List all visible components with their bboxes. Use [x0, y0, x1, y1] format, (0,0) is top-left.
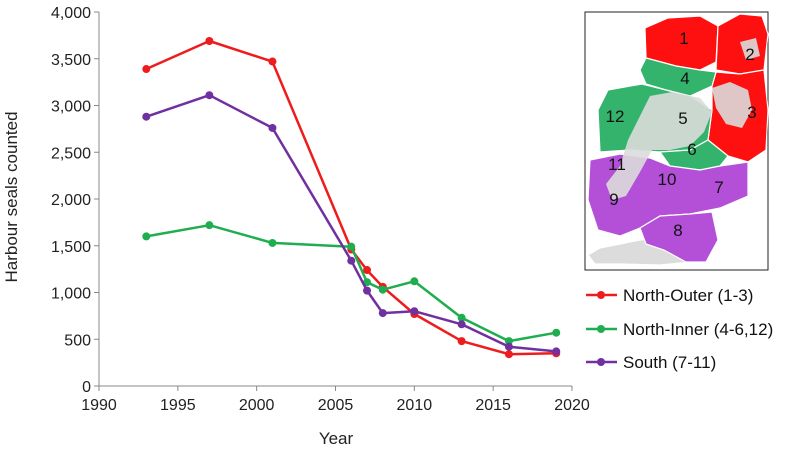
- map-zone-label: 5: [678, 109, 687, 128]
- data-point: [504, 342, 513, 351]
- y-tick-label: 4,000: [51, 5, 91, 22]
- y-tick-label: 1,500: [51, 239, 91, 256]
- x-tick-label: 2010: [397, 397, 433, 414]
- plot-area: [142, 36, 561, 359]
- data-point: [457, 313, 466, 322]
- data-point: [347, 256, 356, 265]
- x-tick-label: 1995: [160, 397, 196, 414]
- map-zone-label: 11: [608, 155, 626, 174]
- y-tick-label: 0: [82, 379, 91, 396]
- legend-item: North-Inner (4-6,12): [586, 320, 773, 339]
- y-tick-label: 500: [64, 332, 91, 349]
- series-1: [142, 36, 561, 359]
- legend-item: North-Outer (1-3): [586, 286, 753, 305]
- y-tick-label: 1,000: [51, 286, 91, 303]
- series-3: [142, 91, 561, 356]
- map-zone-label: 10: [658, 170, 677, 189]
- x-tick-label: 2005: [318, 397, 354, 414]
- series-2: [142, 221, 561, 346]
- data-point: [504, 350, 513, 359]
- data-point: [347, 242, 356, 251]
- series-line: [145, 39, 557, 356]
- map-zone-label: 1: [679, 29, 688, 48]
- legend: North-Outer (1-3) North-Inner (4-6,12) Sou…: [586, 286, 773, 372]
- x-tick-label: 2000: [239, 397, 275, 414]
- map-zone-label: 8: [673, 221, 682, 240]
- data-point: [268, 57, 277, 66]
- map-zone-label: 12: [606, 107, 625, 126]
- map-zone-shape: [639, 57, 717, 97]
- map-zone-label: 4: [680, 69, 689, 88]
- data-point: [142, 112, 151, 121]
- data-point: [205, 36, 214, 45]
- data-point: [363, 286, 372, 295]
- legend-swatch-marker: [597, 291, 605, 299]
- legend-swatch-marker: [597, 358, 605, 366]
- x-axis-title: Year: [319, 429, 354, 448]
- map-land-shape: [606, 92, 712, 200]
- x-tick-label: 1990: [81, 397, 117, 414]
- map-zone-label: 6: [687, 140, 696, 159]
- data-point: [552, 347, 561, 356]
- x-tick-label: 2020: [554, 397, 590, 414]
- map-land-shape: [712, 82, 752, 128]
- y-tick-label: 3,500: [51, 52, 91, 69]
- series-line: [146, 223, 557, 343]
- map-land-shape: [740, 38, 760, 60]
- axes: 0 500 1,000 1,500 2,000 2,500 3,000 3,500 4,000 1…: [51, 5, 590, 414]
- data-point: [457, 320, 466, 329]
- data-point: [457, 337, 466, 346]
- data-point: [205, 91, 214, 100]
- y-axis-title: Harbour seals counted: [2, 111, 21, 282]
- data-point: [552, 328, 561, 337]
- y-tick-label: 2,500: [51, 145, 91, 162]
- map-zone-label: 2: [745, 45, 754, 64]
- map-zone-label: 7: [714, 178, 723, 197]
- data-point: [142, 232, 151, 241]
- data-point: [268, 238, 277, 247]
- legend-label: South (7-11): [623, 353, 716, 372]
- legend-label: North-Outer (1-3): [623, 286, 753, 305]
- map-zone-label: 3: [747, 103, 756, 122]
- map-zone-label: 9: [609, 190, 618, 209]
- data-point: [410, 277, 419, 286]
- y-tick-label: 3,000: [51, 99, 91, 116]
- legend-label: North-Inner (4-6,12): [623, 320, 773, 339]
- legend-swatch-marker: [597, 325, 605, 333]
- data-point: [410, 307, 419, 316]
- data-point: [268, 123, 277, 132]
- map-zones: [587, 13, 769, 266]
- data-point: [378, 309, 387, 318]
- data-point: [504, 337, 513, 346]
- series-line: [145, 93, 557, 353]
- data-point: [363, 266, 372, 275]
- x-tick-label: 2015: [475, 397, 511, 414]
- data-point: [142, 65, 151, 74]
- legend-item: South (7-11): [586, 353, 716, 372]
- y-tick-label: 2,000: [51, 192, 91, 209]
- map-zone-shape: [639, 211, 719, 263]
- data-point: [205, 221, 214, 230]
- data-point: [378, 285, 387, 294]
